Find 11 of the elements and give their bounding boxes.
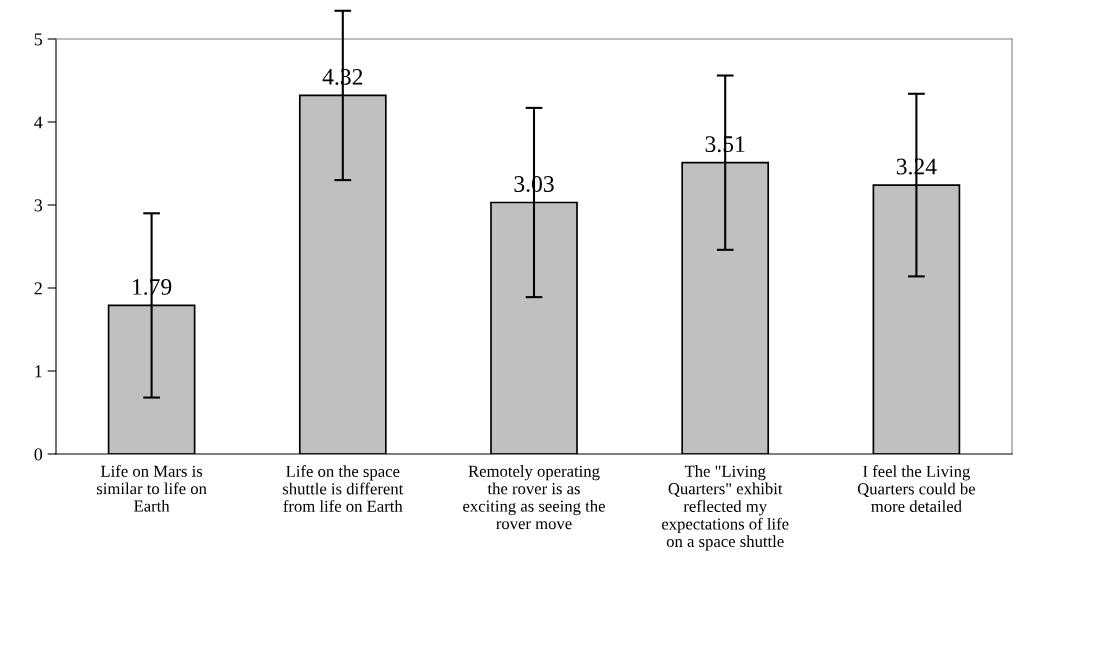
y-tick-label: 0	[34, 448, 43, 461]
y-tick-label: 3	[34, 199, 43, 212]
x-tick-label: Life on Mars is similar to life on Earth	[96, 464, 207, 512]
y-tick-label: 2	[34, 282, 42, 295]
y-tick-label: 4	[34, 116, 43, 129]
y-tick-label: 1	[35, 365, 42, 378]
x-tick-label: I feel the Living Quarters could be more detailed	[857, 465, 976, 512]
x-tick-label: Remotely operating the rover is as exciting as seeing the rover move	[463, 465, 605, 530]
x-tick-label: The "Living Quarters" exhibit reflected my expectations of life on a space shuttle	[661, 465, 789, 551]
y-tick-label: 5	[34, 33, 43, 46]
x-tick-label: Life on the space shuttle is different from life on Earth	[283, 465, 404, 512]
